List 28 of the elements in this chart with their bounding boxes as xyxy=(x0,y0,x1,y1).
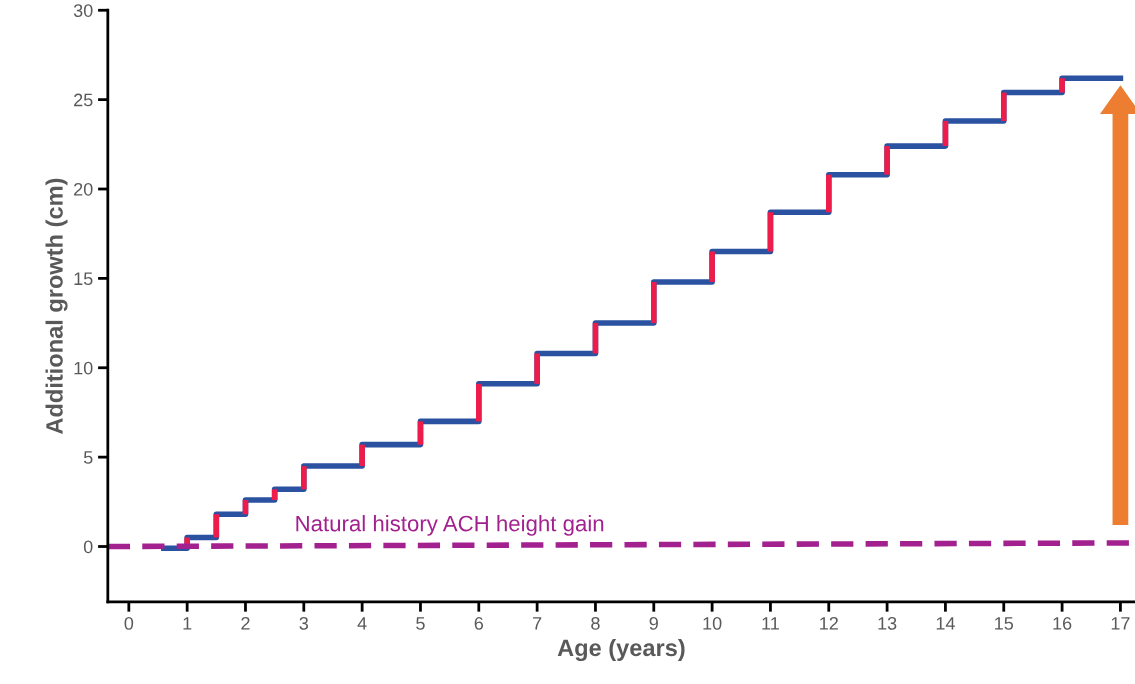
y-tick-label: 0 xyxy=(83,540,93,554)
x-tick-label: 0 xyxy=(124,616,134,630)
y-tick-label: 20 xyxy=(74,182,93,196)
y-tick-label: 15 xyxy=(74,272,93,286)
x-tick-label: 3 xyxy=(299,616,309,630)
x-tick-label: 9 xyxy=(649,616,658,630)
x-tick-label: 14 xyxy=(936,617,955,630)
x-tick-label: 12 xyxy=(820,616,838,630)
x-tick-label: 6 xyxy=(474,616,484,630)
x-axis-title: Age (years) xyxy=(557,638,685,661)
x-tick-label: 8 xyxy=(591,616,600,630)
y-axis-title: Additional growth (cm) xyxy=(45,178,68,435)
x-tick-label: 16 xyxy=(1053,616,1072,630)
x-tick-label: 2 xyxy=(241,616,250,630)
x-tick-label: 17 xyxy=(1111,617,1130,630)
x-tick-label: 10 xyxy=(703,616,722,630)
y-tick-label: 10 xyxy=(74,361,93,375)
y-tick-label: 5 xyxy=(83,451,93,464)
x-tick-label: 13 xyxy=(878,616,897,630)
series-label: Natural history ACH height gain xyxy=(296,515,604,536)
x-tick-label: 5 xyxy=(416,617,425,630)
x-tick-label: 1 xyxy=(183,617,192,630)
y-tick-label: 25 xyxy=(74,93,93,107)
y-tick-label: 30 xyxy=(73,4,93,17)
x-tick-label: 15 xyxy=(995,617,1014,630)
x-tick-label: 11 xyxy=(762,617,779,630)
x-tick-label: 7 xyxy=(533,617,542,630)
x-tick-label: 4 xyxy=(357,617,367,630)
